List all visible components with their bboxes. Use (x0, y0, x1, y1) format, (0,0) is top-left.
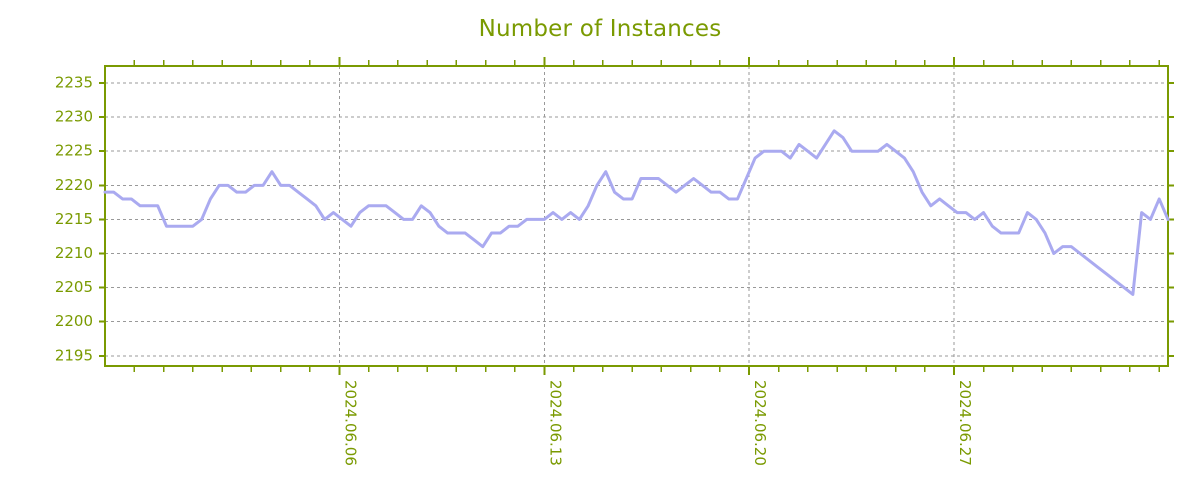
y-axis-tick-label: 2195 (55, 346, 93, 364)
x-axis-labels: 2024.06.06 2024.06.13 2024.06.20 2024.06.27 (341, 380, 974, 466)
y-axis-labels: 2195 2200 2205 2210 2215 2220 2225 2230 2235 (55, 74, 93, 365)
x-axis-ticks (133, 57, 1160, 375)
y-axis-tick-label: 2210 (55, 244, 93, 262)
y-axis-tick-label: 2235 (55, 74, 93, 92)
axis-frame (104, 65, 1169, 367)
page-title: Number of Instances (478, 16, 722, 42)
y-axis-tick-label: 2215 (55, 210, 93, 228)
x-axis-tick-label: 2024.06.13 (546, 380, 564, 466)
y-axis-tick-label: 2225 (55, 142, 93, 160)
x-axis-tick-label: 2024.06.06 (341, 380, 359, 466)
series-line (103, 129, 1170, 296)
y-axis-tick-label: 2200 (55, 312, 93, 330)
y-axis-tick-label: 2230 (55, 108, 93, 126)
y-axis-tick-label: 2205 (55, 278, 93, 296)
grid-lines (105, 66, 1168, 366)
x-axis-tick-label: 2024.06.27 (956, 380, 974, 466)
y-axis-tick-label: 2220 (55, 176, 93, 194)
x-axis-tick-label: 2024.06.20 (751, 380, 769, 466)
series-lines (103, 129, 1170, 296)
